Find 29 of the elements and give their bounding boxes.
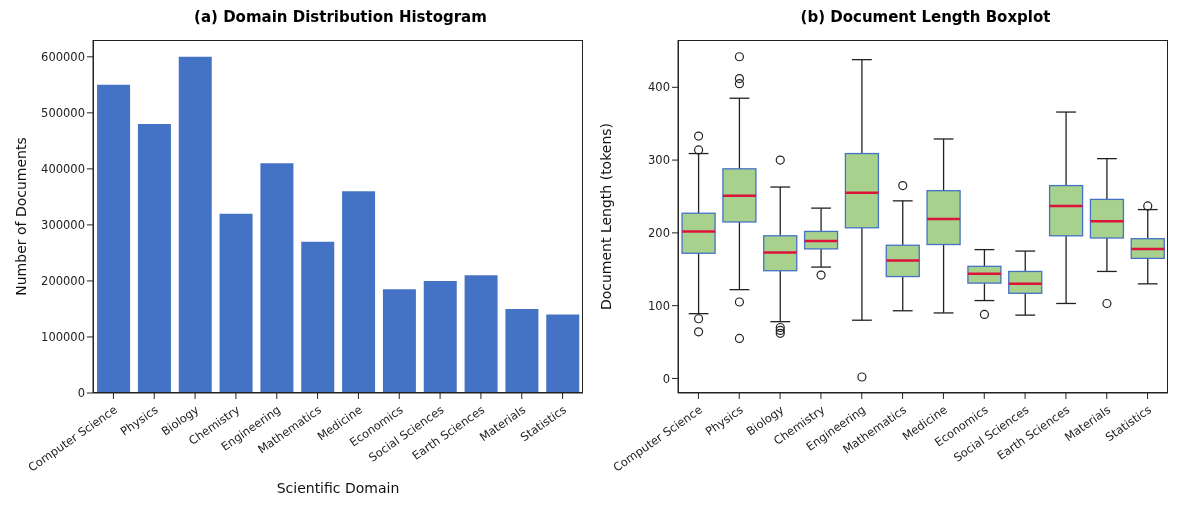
y-axis-title: Number of Documents bbox=[12, 137, 29, 296]
bar bbox=[97, 84, 131, 393]
y-axis-title: Document Length (tokens) bbox=[597, 122, 614, 311]
bar bbox=[301, 241, 335, 393]
bar bbox=[342, 191, 376, 393]
bar bbox=[464, 275, 498, 393]
bar bbox=[178, 56, 212, 393]
y-tick-label: 0 bbox=[662, 371, 670, 386]
chart-title: (a) Domain Distribution Histogram bbox=[193, 8, 488, 28]
bar bbox=[137, 124, 171, 393]
bar bbox=[546, 314, 580, 393]
y-tick-label: 400 bbox=[648, 80, 670, 95]
y-tick-label: 100000 bbox=[41, 330, 85, 345]
y-tick-label: 200000 bbox=[41, 274, 85, 289]
bar bbox=[382, 289, 416, 393]
y-tick-label: 600000 bbox=[41, 49, 85, 64]
y-tick-label: 100 bbox=[648, 298, 670, 313]
bar bbox=[260, 163, 294, 393]
x-axis-title: Scientific Domain bbox=[276, 480, 400, 496]
y-tick-label: 300 bbox=[648, 153, 670, 168]
bar bbox=[423, 280, 457, 393]
bar bbox=[219, 213, 253, 393]
y-tick-label: 0 bbox=[77, 386, 85, 401]
y-tick-label: 400000 bbox=[41, 161, 85, 176]
bar bbox=[505, 308, 539, 393]
y-tick-label: 500000 bbox=[41, 105, 85, 120]
y-tick-label: 300000 bbox=[41, 217, 85, 232]
chart-title: (b) Document Length Boxplot bbox=[799, 8, 1052, 28]
y-tick-label: 200 bbox=[648, 225, 670, 240]
